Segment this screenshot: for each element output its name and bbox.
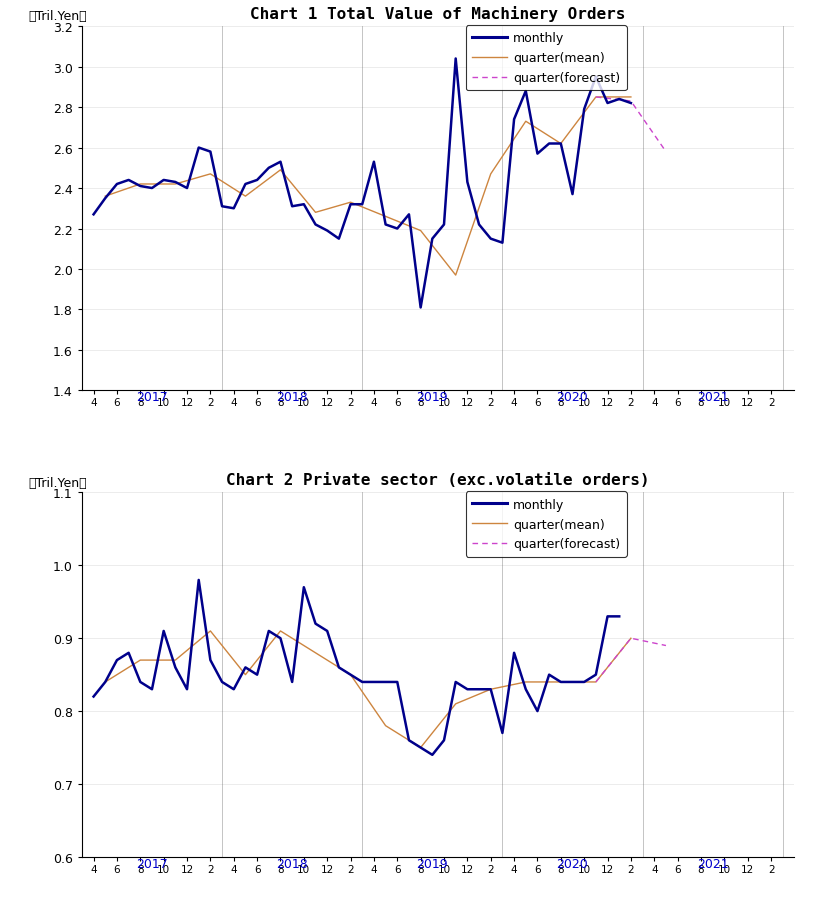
Text: 2020: 2020 bbox=[557, 857, 588, 870]
Text: 2019: 2019 bbox=[417, 391, 448, 404]
Text: （Tril.Yen）: （Tril.Yen） bbox=[29, 476, 87, 489]
Text: （Tril.Yen）: （Tril.Yen） bbox=[29, 11, 87, 23]
Legend: monthly, quarter(mean), quarter(forecast): monthly, quarter(mean), quarter(forecast… bbox=[466, 26, 627, 91]
Text: 2017: 2017 bbox=[136, 391, 168, 404]
Text: 2020: 2020 bbox=[557, 391, 588, 404]
Title: Chart 2 Private sector (exc.volatile orders): Chart 2 Private sector (exc.volatile ord… bbox=[226, 473, 650, 488]
Text: 2018: 2018 bbox=[276, 391, 308, 404]
Text: 2021: 2021 bbox=[697, 857, 728, 870]
Text: 2021: 2021 bbox=[697, 391, 728, 404]
Text: 2018: 2018 bbox=[276, 857, 308, 870]
Legend: monthly, quarter(mean), quarter(forecast): monthly, quarter(mean), quarter(forecast… bbox=[466, 492, 627, 557]
Title: Chart 1 Total Value of Machinery Orders: Chart 1 Total Value of Machinery Orders bbox=[251, 5, 626, 22]
Text: 2017: 2017 bbox=[136, 857, 168, 870]
Text: 2019: 2019 bbox=[417, 857, 448, 870]
